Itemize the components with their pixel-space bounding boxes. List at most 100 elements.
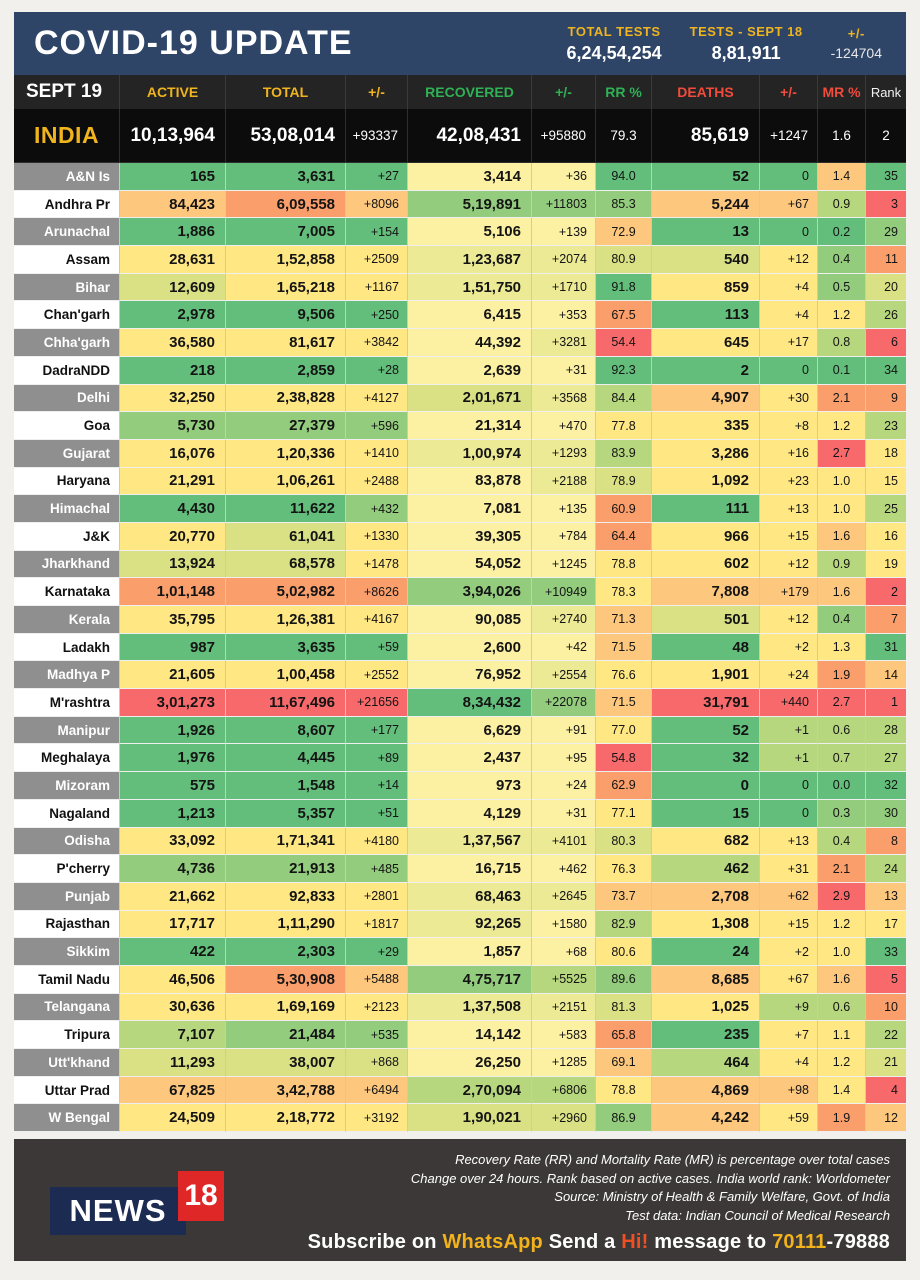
cell-value: 14,142 (408, 1021, 532, 1049)
cell-value: +22078 (532, 689, 596, 717)
cell-value: 78.8 (596, 1076, 652, 1105)
footer-right: Recovery Rate (RR) and Mortality Rate (M… (38, 1151, 890, 1253)
india-value: 2 (866, 109, 906, 163)
india-value: 53,08,014 (226, 109, 346, 163)
table-row-delhi: Delhi 32,250 2,38,828 +4127 2,01,671 +3568 84.… (14, 384, 906, 413)
cell-value: 218 (120, 356, 226, 385)
table-row-meghalaya: Meghalaya 1,976 4,445 +89 2,437 +95 54.8 32 +1 0.… (14, 744, 906, 773)
india-value: 42,08,431 (408, 109, 532, 163)
state-label: Chha'garh (14, 329, 120, 357)
cell-value: 86.9 (596, 1104, 652, 1133)
cell-value: 4,75,717 (408, 965, 532, 994)
table-row-karnataka: Karnataka 1,01,148 5,02,982 +8626 3,94,026 +1… (14, 578, 906, 606)
table-row-himachal: Himachal 4,430 11,622 +432 7,081 +135 60.9 111 +… (14, 495, 906, 523)
state-label: Bihar (14, 273, 120, 302)
cell-value: 64.4 (596, 522, 652, 551)
cell-value: +470 (532, 412, 596, 440)
cell-value: 1,025 (652, 993, 760, 1022)
cell-value: 0.5 (818, 273, 866, 302)
cell-value: 72.9 (596, 218, 652, 247)
cell-value: 80.6 (596, 938, 652, 966)
cell-value: 18 (866, 439, 906, 468)
cell-value: +16 (760, 439, 818, 468)
cell-value: +139 (532, 218, 596, 247)
cell-value: 540 (652, 246, 760, 274)
cell-value: 16,715 (408, 855, 532, 883)
cell-value: 3,635 (226, 633, 346, 662)
cell-value: 2,303 (226, 938, 346, 966)
cell-value: 111 (652, 495, 760, 523)
cell-value: 5,02,982 (226, 578, 346, 606)
column-header-rank: Rank (870, 84, 902, 100)
cell-value: 30 (866, 799, 906, 828)
cell-value: +3192 (346, 1104, 408, 1133)
india-value: 10,13,964 (120, 109, 226, 163)
cell-value: 682 (652, 827, 760, 856)
cell-value: +68 (532, 938, 596, 966)
cell-value: 21,605 (120, 661, 226, 690)
cell-value: 46,506 (120, 965, 226, 994)
state-label: J&K (14, 522, 120, 551)
cell-value: 21,291 (120, 467, 226, 496)
cell-value: +2509 (346, 246, 408, 274)
cell-value: +3842 (346, 329, 408, 357)
cell-value: 26 (866, 301, 906, 330)
column-header-sept-19: SEPT 19 (14, 75, 120, 109)
state-label: Odisha (14, 827, 120, 856)
cell-value: +31 (532, 799, 596, 828)
state-label: Jharkhand (14, 550, 120, 579)
cell-value: 60.9 (596, 495, 652, 523)
cell-value: 1,20,336 (226, 439, 346, 468)
state-label: Rajasthan (14, 910, 120, 939)
cell-value: +1 (760, 744, 818, 773)
cell-value: 15 (866, 467, 906, 496)
cell-value: +485 (346, 855, 408, 883)
infographic-content: COVID-19 UPDATE TOTAL TESTS 6,24,54,254 … (14, 12, 906, 1262)
cell-value: 1,69,169 (226, 993, 346, 1022)
cell-value: 6 (866, 329, 906, 357)
cell-value: 12 (866, 1104, 906, 1133)
cell-value: 501 (652, 606, 760, 634)
table-row-chha-garh: Chha'garh 36,580 81,617 +3842 44,392 +3281 54.… (14, 329, 906, 357)
cell-value: 1.4 (818, 1076, 866, 1105)
cell-value: 2,01,671 (408, 384, 532, 413)
cell-value: 54.4 (596, 329, 652, 357)
cell-value: 165 (120, 163, 226, 191)
cell-value: 84,423 (120, 190, 226, 219)
cell-value: 6,415 (408, 301, 532, 330)
cell-value: 2,70,094 (408, 1076, 532, 1105)
state-label: Assam (14, 246, 120, 274)
cell-value: 92,833 (226, 882, 346, 911)
cell-value: +3281 (532, 329, 596, 357)
cell-value: 0.0 (818, 772, 866, 800)
cell-value: +2552 (346, 661, 408, 690)
stat-value: 8,81,911 (711, 42, 781, 63)
cell-value: 4,869 (652, 1076, 760, 1105)
cell-value: 81.3 (596, 993, 652, 1022)
stat-tests-delta: +/- -124704 (817, 26, 896, 61)
india-value: 1.6 (818, 109, 866, 163)
cell-value: +7 (760, 1021, 818, 1049)
cell-value: 90,085 (408, 606, 532, 634)
cell-value: 7,808 (652, 578, 760, 606)
cell-value: +535 (346, 1021, 408, 1049)
cell-value: 27 (866, 744, 906, 773)
cell-value: 8,607 (226, 716, 346, 745)
state-label: Andhra Pr (14, 190, 120, 219)
cell-value: +432 (346, 495, 408, 523)
cell-value: +67 (760, 965, 818, 994)
cell-value: +59 (346, 633, 408, 662)
cell-value: 32 (652, 744, 760, 773)
table-row-utt-khand: Utt'khand 11,293 38,007 +868 26,250 +1285 69.1… (14, 1049, 906, 1077)
cell-value: 17,717 (120, 910, 226, 939)
cell-value: 2,600 (408, 633, 532, 662)
cell-value: 0 (760, 218, 818, 247)
cell-value: 35 (866, 163, 906, 191)
table-row-w-bengal: W Bengal 24,509 2,18,772 +3192 1,90,021 +2960… (14, 1104, 906, 1133)
state-label: Karnataka (14, 578, 120, 606)
cell-value: 77.0 (596, 716, 652, 745)
cell-value: 85.3 (596, 190, 652, 219)
cell-value: 1,00,458 (226, 661, 346, 690)
cell-value: +2151 (532, 993, 596, 1022)
